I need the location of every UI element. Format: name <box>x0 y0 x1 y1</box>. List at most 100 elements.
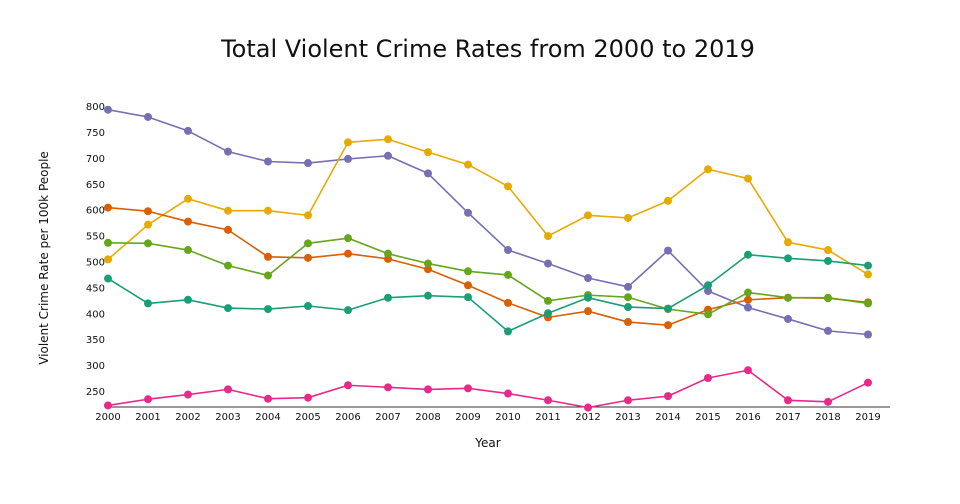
data-point[interactable] <box>384 151 392 160</box>
data-point[interactable] <box>184 246 192 255</box>
data-point[interactable] <box>264 394 272 403</box>
data-point[interactable] <box>864 299 872 308</box>
data-point[interactable] <box>744 288 752 297</box>
data-point[interactable] <box>824 246 832 255</box>
data-point[interactable] <box>824 397 832 406</box>
data-point[interactable] <box>504 298 512 307</box>
data-point[interactable] <box>144 112 152 121</box>
data-point[interactable] <box>464 267 472 276</box>
data-point[interactable] <box>504 327 512 336</box>
data-point[interactable] <box>184 295 192 304</box>
data-point[interactable] <box>864 261 872 270</box>
data-point[interactable] <box>264 305 272 314</box>
data-point[interactable] <box>224 261 232 270</box>
data-point[interactable] <box>624 213 632 222</box>
data-point[interactable] <box>144 239 152 248</box>
data-point[interactable] <box>304 393 312 402</box>
data-point[interactable] <box>304 239 312 248</box>
data-point[interactable] <box>344 381 352 390</box>
data-point[interactable] <box>384 135 392 144</box>
data-point[interactable] <box>344 249 352 258</box>
data-point[interactable] <box>104 274 112 283</box>
data-point[interactable] <box>704 165 712 174</box>
data-point[interactable] <box>664 246 672 255</box>
data-point[interactable] <box>264 206 272 215</box>
data-point[interactable] <box>104 401 112 410</box>
data-point[interactable] <box>344 234 352 243</box>
data-point[interactable] <box>704 281 712 290</box>
data-point[interactable] <box>104 238 112 247</box>
data-point[interactable] <box>784 314 792 323</box>
data-point[interactable] <box>544 232 552 241</box>
data-point[interactable] <box>584 403 592 412</box>
data-point[interactable] <box>424 265 432 274</box>
data-point[interactable] <box>864 378 872 387</box>
data-point[interactable] <box>784 254 792 263</box>
data-point[interactable] <box>304 211 312 220</box>
data-point[interactable] <box>824 293 832 302</box>
data-point[interactable] <box>784 293 792 302</box>
data-point[interactable] <box>664 392 672 401</box>
data-point[interactable] <box>384 249 392 258</box>
data-point[interactable] <box>344 154 352 163</box>
data-point[interactable] <box>464 208 472 217</box>
data-point[interactable] <box>144 299 152 308</box>
data-point[interactable] <box>224 147 232 156</box>
data-point[interactable] <box>144 207 152 216</box>
data-point[interactable] <box>584 211 592 220</box>
data-point[interactable] <box>424 148 432 157</box>
data-point[interactable] <box>264 157 272 166</box>
data-point[interactable] <box>264 252 272 261</box>
data-point[interactable] <box>704 373 712 382</box>
data-point[interactable] <box>584 274 592 283</box>
data-point[interactable] <box>664 321 672 330</box>
data-point[interactable] <box>744 366 752 375</box>
data-point[interactable] <box>344 138 352 147</box>
data-point[interactable] <box>744 295 752 304</box>
data-point[interactable] <box>464 293 472 302</box>
data-point[interactable] <box>624 303 632 312</box>
data-point[interactable] <box>424 385 432 394</box>
data-point[interactable] <box>424 291 432 300</box>
data-point[interactable] <box>184 217 192 226</box>
data-point[interactable] <box>744 303 752 312</box>
data-point[interactable] <box>624 293 632 302</box>
data-point[interactable] <box>824 256 832 265</box>
data-point[interactable] <box>104 203 112 212</box>
data-point[interactable] <box>664 196 672 205</box>
data-point[interactable] <box>184 194 192 203</box>
data-point[interactable] <box>144 395 152 404</box>
data-point[interactable] <box>464 160 472 169</box>
data-point[interactable] <box>224 225 232 234</box>
data-point[interactable] <box>744 250 752 259</box>
data-point[interactable] <box>224 385 232 394</box>
data-point[interactable] <box>304 159 312 168</box>
data-point[interactable] <box>464 281 472 290</box>
data-point[interactable] <box>624 318 632 327</box>
data-point[interactable] <box>504 182 512 191</box>
data-point[interactable] <box>424 169 432 178</box>
data-point[interactable] <box>704 286 712 295</box>
data-point[interactable] <box>584 307 592 316</box>
data-point[interactable] <box>864 330 872 339</box>
data-point[interactable] <box>744 174 752 183</box>
data-point[interactable] <box>144 220 152 229</box>
data-point[interactable] <box>464 384 472 393</box>
data-point[interactable] <box>104 255 112 264</box>
data-point[interactable] <box>544 309 552 318</box>
data-point[interactable] <box>864 270 872 279</box>
data-point[interactable] <box>224 206 232 215</box>
data-point[interactable] <box>624 396 632 405</box>
data-point[interactable] <box>184 126 192 135</box>
data-point[interactable] <box>384 383 392 392</box>
data-point[interactable] <box>344 306 352 315</box>
data-point[interactable] <box>304 302 312 310</box>
data-point[interactable] <box>584 293 592 302</box>
data-point[interactable] <box>784 396 792 405</box>
data-point[interactable] <box>624 282 632 291</box>
data-point[interactable] <box>704 310 712 319</box>
data-point[interactable] <box>544 396 552 405</box>
data-point[interactable] <box>544 259 552 268</box>
data-point[interactable] <box>264 271 272 280</box>
data-point[interactable] <box>184 390 192 399</box>
